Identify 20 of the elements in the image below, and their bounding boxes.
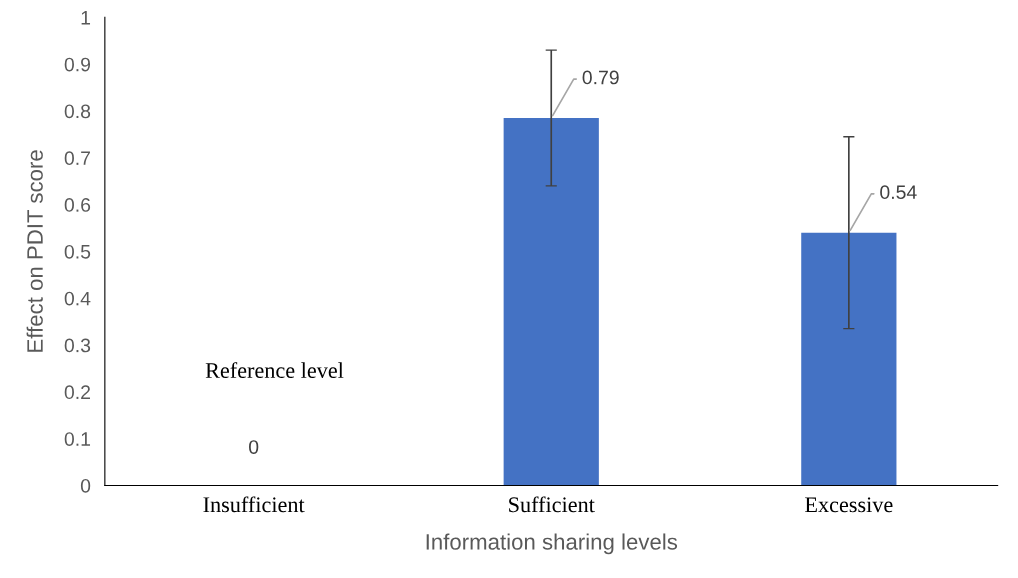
y-tick-label: 0.6	[64, 198, 91, 212]
data-label: 0.54	[880, 185, 917, 200]
y-tick-label: 0.2	[64, 385, 90, 400]
y-axis-title: Effect on PDIT score	[26, 150, 43, 352]
y-tick-label: 0.8	[64, 104, 91, 119]
y-tick-label: 0	[80, 478, 91, 493]
x-tick-label: Sufficient	[509, 496, 595, 513]
y-tick-label: 0.3	[64, 338, 91, 353]
data-label: 0.79	[582, 70, 619, 85]
x-axis-title: Information sharing levels	[426, 533, 678, 555]
y-tick-label: 0.1	[64, 432, 91, 446]
x-tick-label: Excessive	[805, 497, 893, 513]
y-tick-label: 0.4	[64, 291, 91, 306]
x-tick-label: Insufficient	[203, 496, 305, 513]
annotation: Reference level	[205, 362, 344, 379]
data-label: 0	[249, 440, 259, 454]
y-tick-label: 0.9	[64, 57, 91, 72]
y-tick-label: 1	[81, 11, 91, 25]
y-tick-label: 0.7	[64, 151, 90, 166]
y-tick-label: 0.5	[64, 244, 91, 259]
